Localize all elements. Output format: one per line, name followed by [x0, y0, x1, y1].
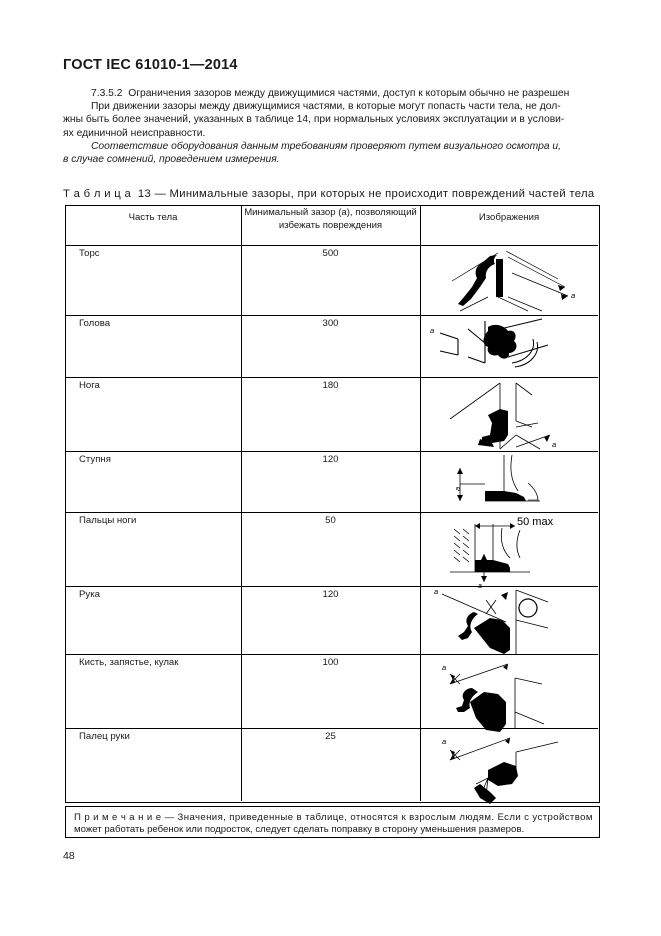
svg-text:a: a — [430, 326, 434, 335]
svg-text:a: a — [453, 487, 462, 491]
svg-text:a: a — [571, 291, 575, 300]
svg-text:a: a — [552, 440, 556, 449]
svg-text:50 max: 50 max — [517, 516, 554, 528]
svg-text:a: a — [442, 737, 446, 746]
svg-text:a: a — [434, 588, 438, 596]
svg-text:a: a — [442, 663, 446, 672]
